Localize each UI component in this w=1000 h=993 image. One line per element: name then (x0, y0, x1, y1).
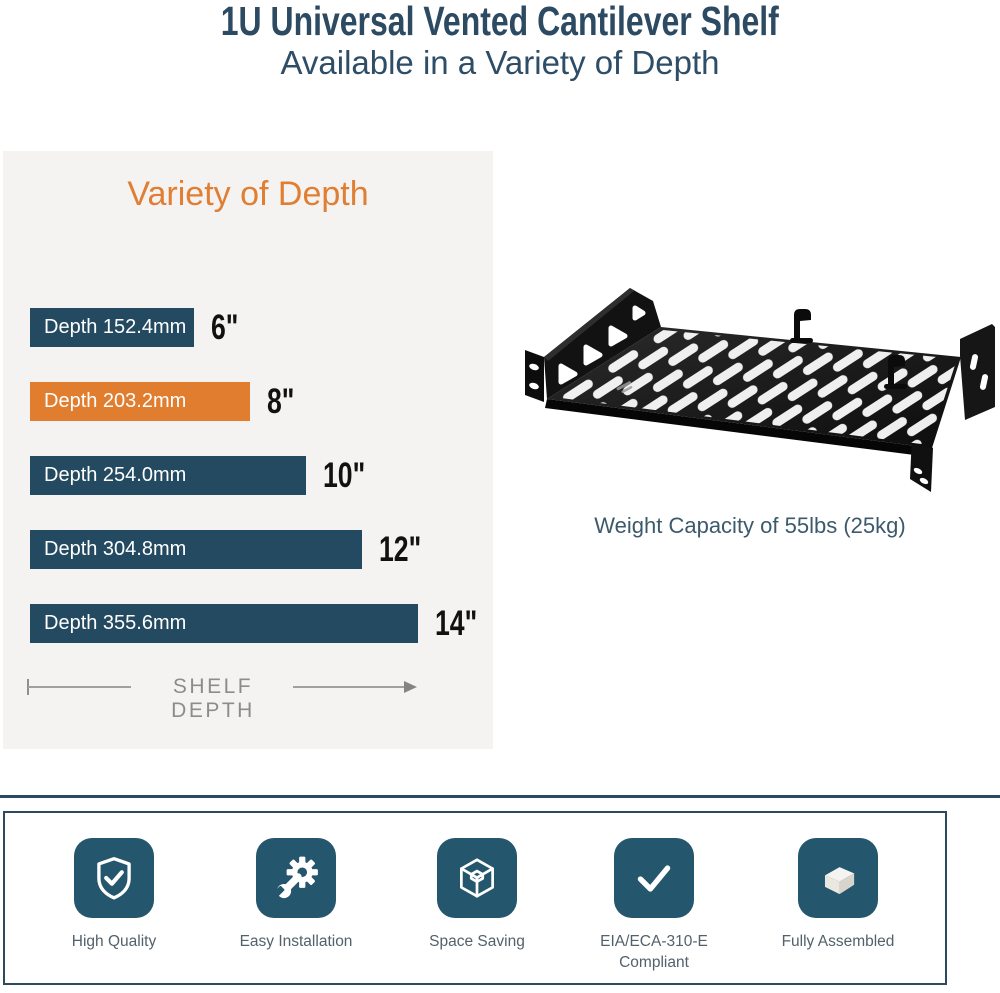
feature-label: EIA/ECA-310-E Compliant (600, 933, 708, 971)
depth-bar-row: Depth 152.4mm 6" (30, 308, 491, 347)
depth-bar-row: Depth 304.8mm 12" (30, 530, 491, 569)
section-divider (0, 795, 1000, 798)
depth-bar-row: Depth 355.6mm 14" (30, 604, 491, 643)
depth-bars: Depth 152.4mm 6" Depth 203.2mm 8" Depth … (30, 308, 491, 678)
product-photo (513, 278, 995, 513)
inches-label: 6" (211, 307, 239, 347)
cantilever-shelf-illustration (525, 288, 995, 492)
inches-label: 12" (379, 529, 422, 569)
weight-capacity-caption: Weight Capacity of 55lbs (25kg) (594, 513, 906, 538)
depth-bar-label: Depth 254.0mm (44, 464, 187, 486)
page-title: 1U Universal Vented Cantilever Shelf (0, 1, 1000, 42)
depth-bar-14in: Depth 355.6mm (30, 604, 418, 643)
axis-line-left (28, 686, 131, 688)
assembled-box-icon (798, 838, 878, 918)
brand-logo-mark (616, 381, 633, 394)
page-title-text: 1U Universal Vented Cantilever Shelf (220, 0, 780, 44)
feature-label: Fully Assembled (781, 933, 895, 950)
feature-label: Easy Installation (239, 933, 353, 950)
depth-bar-row: Depth 203.2mm 8" (30, 382, 491, 421)
depth-bar-8in: Depth 203.2mm (30, 382, 250, 421)
gear-wrench-icon (256, 838, 336, 918)
depth-bar-label: Depth 203.2mm (44, 390, 187, 412)
shield-check-icon (74, 838, 154, 918)
chart-title: Variety of Depth (127, 175, 369, 213)
feature-easy-installation: Easy Installation (216, 838, 376, 953)
cable-clip (790, 309, 813, 343)
inches-label: 8" (267, 381, 295, 421)
depth-bar-6in: Depth 152.4mm (30, 308, 194, 347)
shelf-depth-axis: SHELF DEPTH (3, 675, 493, 722)
feature-high-quality: High Quality (34, 838, 194, 953)
depth-chart-panel: Variety of Depth Depth 152.4mm 6" Depth … (3, 151, 493, 749)
axis-line-right (293, 686, 405, 688)
checkmark-icon (614, 838, 694, 918)
feature-space-saving: Space Saving (397, 838, 557, 953)
page-header: 1U Universal Vented Cantilever Shelf Ava… (0, 0, 1000, 81)
feature-label: High Quality (71, 933, 157, 950)
depth-bar-label: Depth 152.4mm (44, 316, 187, 338)
inches-label: 10" (323, 455, 366, 495)
depth-bar-10in: Depth 254.0mm (30, 456, 306, 495)
feature-eia-compliant: EIA/ECA-310-E Compliant (574, 838, 734, 974)
depth-bar-label: Depth 355.6mm (44, 612, 187, 634)
axis-label: SHELF DEPTH (171, 675, 255, 722)
feature-fully-assembled: Fully Assembled (758, 838, 918, 953)
features-box: High Quality (3, 811, 947, 985)
axis-arrow-icon (404, 681, 417, 693)
cube-icon (437, 838, 517, 918)
depth-bar-label: Depth 304.8mm (44, 538, 187, 560)
feature-label: Space Saving (429, 933, 525, 950)
page-subtitle: Available in a Variety of Depth (280, 44, 720, 81)
inches-label: 14" (435, 603, 478, 643)
depth-bar-row: Depth 254.0mm 10" (30, 456, 491, 495)
cable-clip (884, 355, 907, 389)
depth-bar-12in: Depth 304.8mm (30, 530, 362, 569)
